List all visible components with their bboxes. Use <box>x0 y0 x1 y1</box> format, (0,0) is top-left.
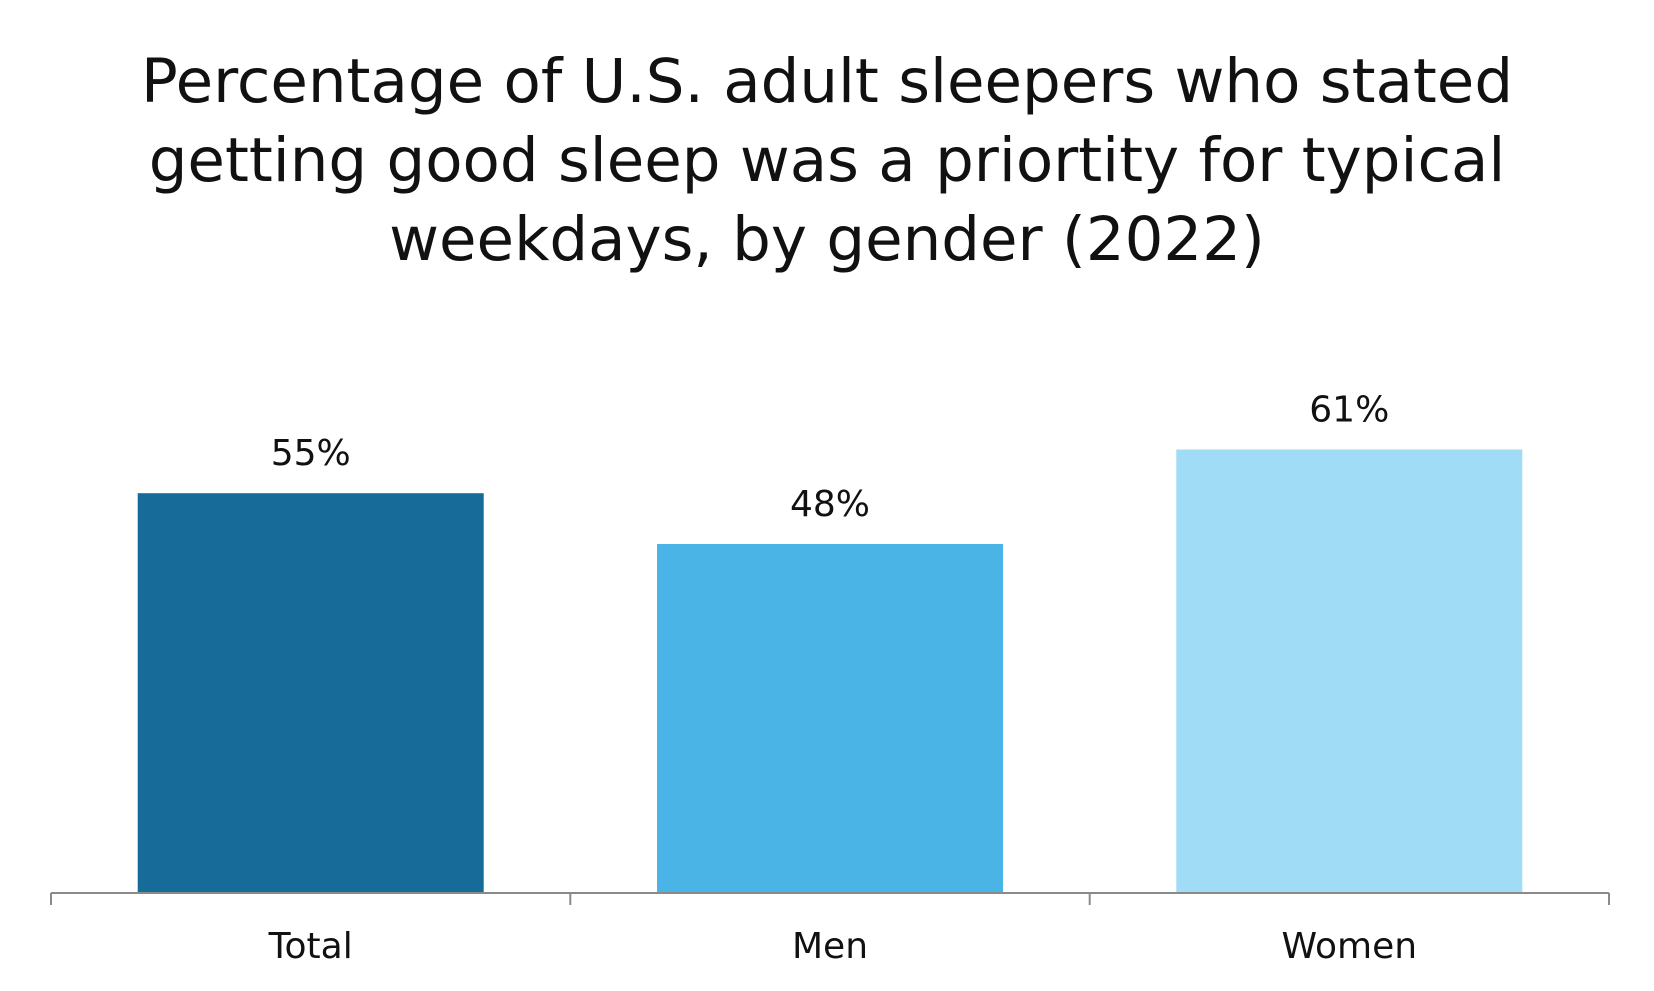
chart-title-line: weekdays, by gender (2022) <box>389 204 1265 275</box>
x-axis <box>50 892 1610 905</box>
chart-title: Percentage of U.S. adult sleepers who st… <box>0 42 1654 279</box>
bar-men <box>657 544 1003 893</box>
chart-title-line: Percentage of U.S. adult sleepers who st… <box>140 46 1514 117</box>
bars-group <box>137 449 1523 893</box>
bar-total <box>137 493 484 893</box>
data-label-men: 48% <box>790 484 870 525</box>
bar-women <box>1176 449 1523 893</box>
data-label-total: 55% <box>271 433 351 474</box>
x-tick-label-men: Men <box>792 926 868 967</box>
chart-title-line: getting good sleep was a priortity for t… <box>148 125 1506 196</box>
data-labels-group: 55% 48% 61% <box>271 390 1390 526</box>
data-label-women: 61% <box>1309 390 1389 431</box>
x-tick-label-total: Total <box>268 926 353 967</box>
x-tick-label-women: Women <box>1282 926 1418 967</box>
x-tick-labels-group: Total Men Women <box>268 926 1417 967</box>
